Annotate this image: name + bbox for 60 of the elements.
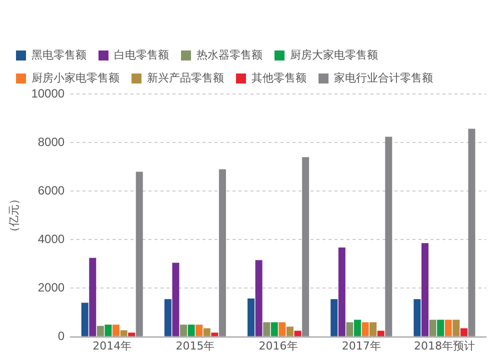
x-tick-label: 2017年 <box>342 339 381 352</box>
bar <box>278 322 286 336</box>
bar <box>468 128 476 336</box>
x-tick-label: 2018年预计 <box>414 339 475 352</box>
bar <box>196 324 203 336</box>
legend-label: 厨房小家电零售额 <box>32 71 120 84</box>
x-tick-label: 2014年 <box>92 339 132 352</box>
bar <box>330 299 338 336</box>
bar <box>89 258 96 336</box>
bar <box>338 247 346 336</box>
bar <box>104 324 112 336</box>
bar <box>286 326 294 336</box>
bar <box>429 320 436 336</box>
y-tick-label: 8000 <box>38 134 65 149</box>
bar <box>211 332 218 336</box>
bar <box>460 328 468 336</box>
bar <box>81 302 88 336</box>
bar <box>270 322 278 336</box>
bar <box>188 324 195 336</box>
legend-label: 新兴产品零售额 <box>147 71 224 84</box>
bar <box>96 326 104 336</box>
bar <box>444 320 452 336</box>
bar <box>164 299 172 336</box>
bar <box>294 330 302 336</box>
bar <box>377 330 384 336</box>
bar <box>437 320 444 336</box>
bar <box>452 320 460 336</box>
bar <box>414 299 421 336</box>
bar <box>180 324 188 336</box>
bar <box>128 332 136 336</box>
y-tick-label: 4000 <box>38 232 65 246</box>
bar <box>421 243 428 336</box>
bar <box>370 322 377 336</box>
y-tick-label: 0 <box>58 329 65 344</box>
x-tick-label: 2015年 <box>176 339 215 352</box>
bar <box>362 322 369 336</box>
legend-label: 家电行业合计零售额 <box>334 71 433 84</box>
legend-label: 其他零售额 <box>252 71 306 84</box>
bar <box>263 322 270 336</box>
bar <box>346 322 354 336</box>
bar <box>120 330 128 336</box>
bar <box>218 169 226 336</box>
bar <box>248 298 255 336</box>
y-tick-label: 2000 <box>38 280 65 295</box>
bar <box>112 324 120 336</box>
y-tick-label: 6000 <box>38 183 65 198</box>
legend-label: 黑电零售额 <box>32 48 86 62</box>
bar <box>255 260 262 336</box>
bar <box>354 320 361 336</box>
legend-label: 热水器零售额 <box>196 48 262 62</box>
x-tick-label: 2016年 <box>258 339 298 352</box>
y-axis-title: （亿元） <box>7 193 20 238</box>
legend-label: 厨房大家电零售额 <box>290 48 378 62</box>
bar <box>302 157 310 336</box>
legend-label: 白电零售额 <box>114 48 169 62</box>
bar <box>203 328 210 336</box>
bar <box>385 136 392 336</box>
bar <box>172 262 180 336</box>
y-tick-label: 10000 <box>31 86 65 100</box>
bar <box>136 172 143 336</box>
